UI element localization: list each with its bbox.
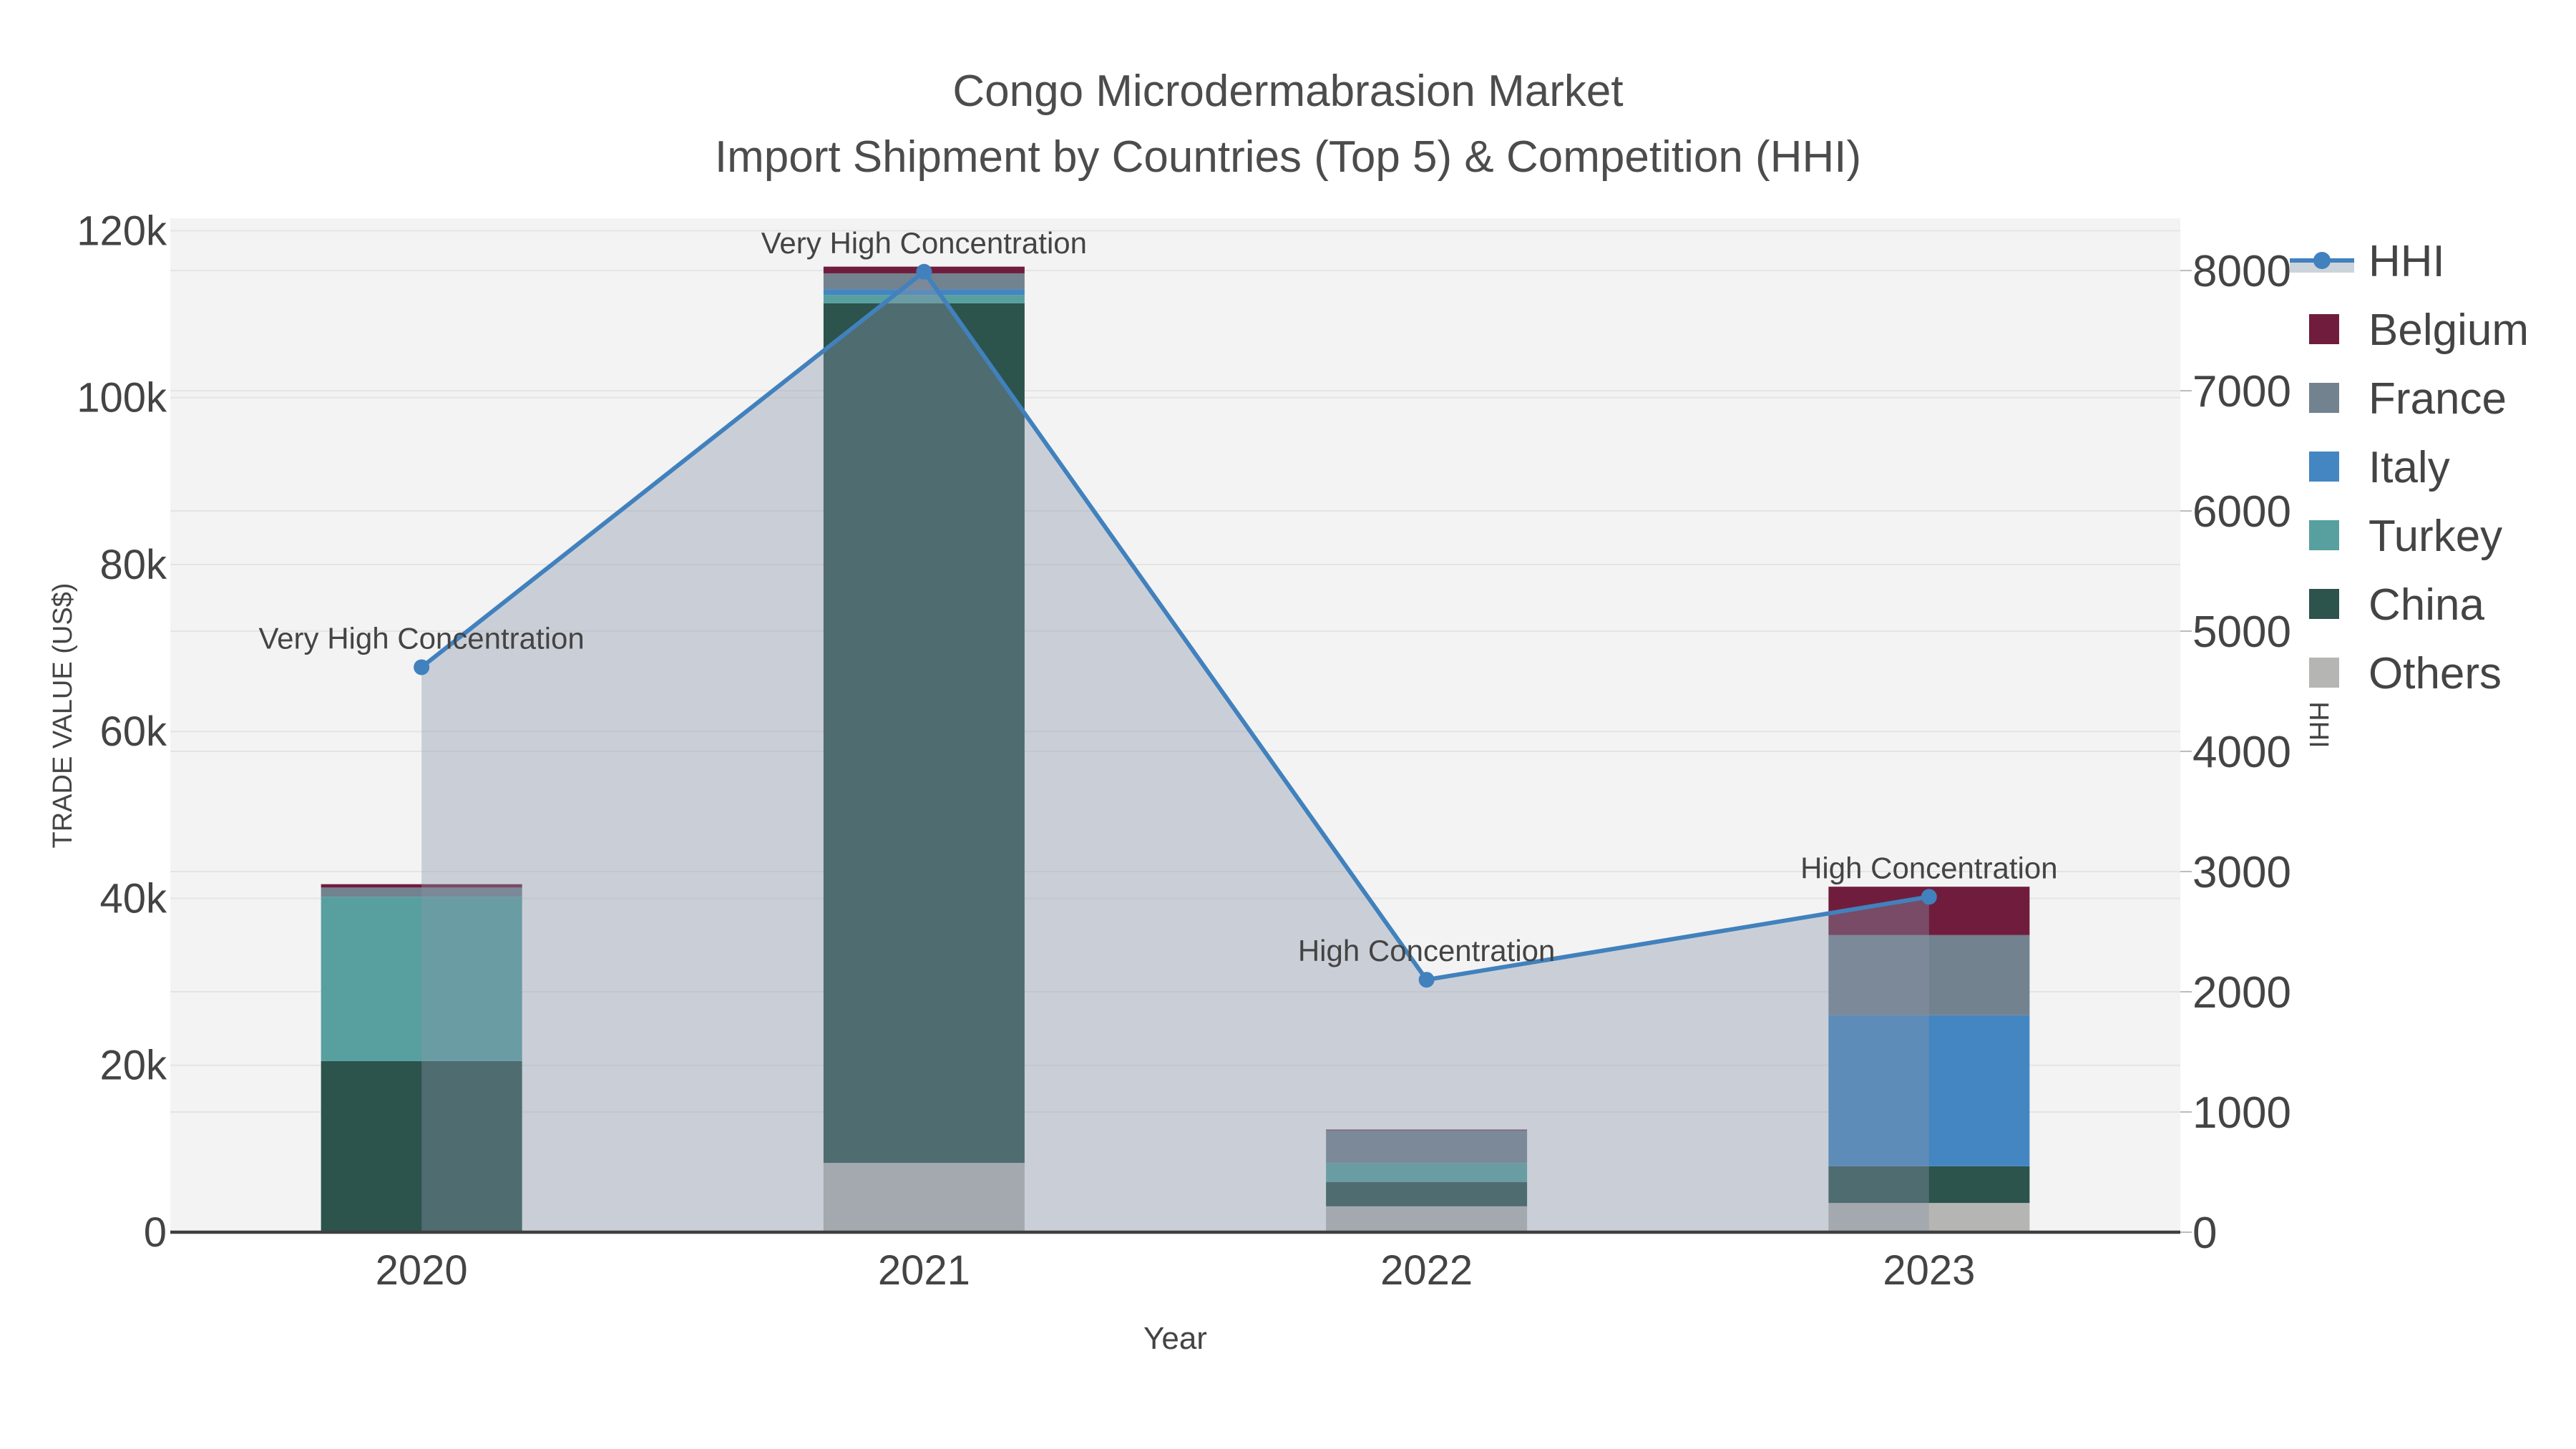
hhi-point-2023[interactable] — [1921, 889, 1937, 905]
bar-segment-france-2023[interactable] — [1828, 935, 2030, 1015]
x-tick-label-2020: 2020 — [376, 1247, 468, 1294]
bar-segment-france-2020[interactable] — [321, 887, 522, 897]
legend-item-hhi[interactable]: HHI — [2290, 237, 2445, 286]
bar-segment-others-2022[interactable] — [1326, 1206, 1528, 1232]
x-tick-label-2021: 2021 — [878, 1247, 970, 1294]
y-left-tick-label-0: 0 — [144, 1209, 167, 1256]
bar-segment-others-2023[interactable] — [1828, 1203, 2030, 1232]
legend-item-others[interactable]: Others — [2309, 649, 2502, 698]
legend-label-others: Others — [2368, 649, 2502, 698]
legend-swatch-china — [2309, 589, 2339, 619]
x-tick-label-2023: 2023 — [1883, 1247, 1975, 1294]
chart-title-line1: Congo Microdermabrasion Market — [952, 67, 1623, 116]
legend-hhi-marker — [2313, 252, 2331, 269]
y-right-tick-label-1000: 1000 — [2192, 1088, 2291, 1138]
x-axis-title: Year — [1143, 1321, 1207, 1356]
bar-segment-turkey-2021[interactable] — [823, 295, 1025, 303]
hhi-point-2022[interactable] — [1418, 972, 1435, 988]
bar-segment-france-2021[interactable] — [823, 273, 1025, 290]
legend-item-france[interactable]: France — [2309, 374, 2507, 424]
chart-generated-content: 0 20k 40k 60k 80k 100k 120k 0 1000 2000 3000 4000 50… — [48, 208, 2529, 1356]
y-left-tick-label-80k: 80k — [99, 542, 167, 588]
bar-stacks — [321, 266, 2030, 1232]
y-right-tick-label-8000: 8000 — [2192, 247, 2291, 296]
annotation-2020: Very High Concentration — [258, 621, 584, 655]
legend-swatch-others — [2309, 658, 2339, 688]
legend-item-china[interactable]: China — [2309, 580, 2485, 630]
legend-item-turkey[interactable]: Turkey — [2309, 512, 2502, 561]
y-left-tick-label-100k: 100k — [77, 375, 167, 421]
bar-segment-china-2023[interactable] — [1828, 1166, 2030, 1204]
legend-item-belgium[interactable]: Belgium — [2309, 306, 2529, 355]
bar-segment-others-2021[interactable] — [823, 1163, 1025, 1232]
bar-segment-china-2022[interactable] — [1326, 1182, 1528, 1206]
y-right-tick-label-2000: 2000 — [2192, 968, 2291, 1018]
legend-label-hhi: HHI — [2368, 237, 2445, 286]
legend-swatch-turkey — [2309, 520, 2339, 550]
y-right-tick-label-5000: 5000 — [2192, 608, 2291, 657]
hhi-line — [420, 268, 1930, 982]
y-right-tick-label-7000: 7000 — [2192, 367, 2291, 416]
annotation-2021: Very High Concentration — [761, 226, 1087, 260]
legend-swatch-france — [2309, 383, 2339, 413]
annotation-2023: High Concentration — [1800, 851, 2058, 884]
y-right-tick-label-6000: 6000 — [2192, 487, 2291, 537]
y-right-tick-label-3000: 3000 — [2192, 848, 2291, 897]
bar-segment-china-2020[interactable] — [321, 1060, 522, 1232]
bar-segment-italy-2023[interactable] — [1828, 1015, 2030, 1166]
y-left-tick-label-60k: 60k — [99, 708, 167, 755]
bar-segment-belgium-2022[interactable] — [1326, 1129, 1528, 1131]
legend-label-italy: Italy — [2368, 443, 2450, 492]
legend-label-belgium: Belgium — [2368, 306, 2529, 355]
y-right-tick-label-0: 0 — [2192, 1209, 2217, 1258]
bar-segment-turkey-2022[interactable] — [1326, 1163, 1528, 1183]
chart-title-line2: Import Shipment by Countries (Top 5) & C… — [715, 132, 1861, 182]
x-tick-label-2022: 2022 — [1380, 1247, 1473, 1294]
hhi-area — [421, 271, 1929, 1233]
bar-segment-france-2022[interactable] — [1326, 1130, 1528, 1163]
bar-segment-china-2021[interactable] — [823, 303, 1025, 1163]
hhi-point-2021[interactable] — [916, 263, 932, 280]
y-right-tick-label-4000: 4000 — [2192, 728, 2291, 777]
bar-segment-turkey-2020[interactable] — [321, 897, 522, 1061]
hhi-point-2020[interactable] — [414, 659, 430, 675]
y-left-tick-label-120k: 120k — [77, 208, 167, 254]
legend-label-france: France — [2368, 374, 2507, 424]
legend-swatch-italy — [2309, 452, 2339, 482]
legend-item-italy[interactable]: Italy — [2309, 443, 2450, 492]
y-right-axis-title: HHI — [2303, 701, 2333, 748]
bar-segment-belgium-2020[interactable] — [321, 884, 522, 888]
bar-segment-italy-2021[interactable] — [823, 289, 1025, 296]
y-left-tick-label-40k: 40k — [99, 875, 167, 922]
legend-label-china: China — [2368, 580, 2485, 630]
legend: HHI Belgium France Italy Turkey China Others — [2290, 237, 2529, 698]
y-left-axis-title: TRADE VALUE (US$) — [48, 583, 78, 849]
y-left-tick-label-20k: 20k — [99, 1043, 167, 1089]
legend-label-turkey: Turkey — [2368, 512, 2502, 561]
annotation-2022: High Concentration — [1298, 934, 1556, 967]
legend-swatch-belgium — [2309, 314, 2339, 344]
